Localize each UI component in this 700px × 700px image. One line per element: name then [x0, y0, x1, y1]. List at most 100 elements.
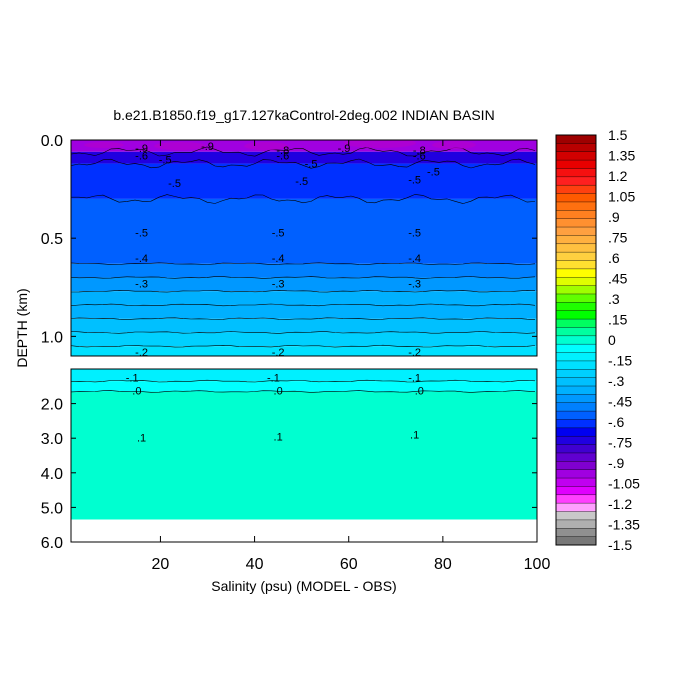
lower-contour-label: -.1 — [126, 373, 139, 385]
lower-band — [71, 369, 537, 382]
colorbar-label: -.45 — [608, 394, 632, 410]
upper-contour-line — [71, 158, 536, 169]
x-axis-label: Salinity (psu) (MODEL - OBS) — [211, 578, 396, 594]
y-axis-label: DEPTH (km) — [14, 288, 30, 367]
colorbar-label: .75 — [608, 230, 628, 246]
colorbar-swatch — [556, 528, 596, 537]
colorbar-label: .15 — [608, 312, 628, 328]
upper-contour-line — [71, 262, 536, 265]
lower-contour-label: .0 — [415, 385, 424, 397]
colorbar-swatch — [556, 168, 596, 178]
colorbar-label: -1.35 — [608, 517, 640, 533]
upper-contour-label: -.2 — [272, 347, 285, 359]
colorbar-swatch — [556, 436, 596, 445]
colorbar: 1.5 1.35 1.2 1.05 .9 .75 .6 .45 .3 .15 0 -.15 -.3 -.4… — [555, 127, 640, 553]
colorbar-swatch — [556, 352, 596, 362]
upper-contour-label: -.3 — [408, 278, 421, 290]
colorbar-swatch — [556, 185, 596, 194]
colorbar-swatch — [556, 201, 596, 211]
colorbar-swatch — [556, 469, 596, 479]
lower-contour-line — [71, 390, 536, 393]
colorbar-swatch — [556, 143, 596, 153]
upper-contour-label: -.3 — [135, 278, 148, 290]
upper-panel: -.9 -.9 -.8 -.9 -.8-.6 -.6 -.6-.5 -.5-.5-.5 -.5-… — [41, 133, 538, 359]
colorbar-swatch — [556, 243, 596, 253]
upper-contour-label: -.4 — [408, 253, 421, 265]
colorbar-swatch — [556, 411, 596, 420]
lower-contour-label: -.1 — [267, 373, 280, 385]
upper-band — [71, 291, 537, 305]
lower-contour-label: .0 — [274, 385, 283, 397]
upper-band — [71, 151, 537, 164]
colorbar-swatch — [556, 452, 596, 462]
colorbar-frame — [555, 134, 597, 546]
upper-contour-line — [71, 276, 536, 279]
upper-contour-label: -.5 — [159, 155, 172, 167]
colorbar-swatch — [556, 511, 596, 521]
x-tick-label: 60 — [340, 556, 358, 573]
upper-contour-label: -.9 — [201, 141, 214, 153]
lower-y-tick-label: 2.0 — [41, 397, 63, 414]
lower-y-tick-label: 6.0 — [41, 535, 63, 552]
colorbar-swatch — [556, 319, 596, 328]
colorbar-swatch — [556, 394, 596, 404]
colorbar-swatch — [556, 218, 596, 228]
upper-contour-label: -.8 — [276, 145, 289, 157]
upper-contour-line — [71, 344, 536, 348]
colorbar-label: -.3 — [608, 373, 625, 389]
upper-contour-line — [71, 331, 536, 334]
upper-contour-label: -.6 — [276, 151, 289, 163]
upper-y-tick-label: 0.5 — [41, 231, 63, 248]
colorbar-swatch — [556, 419, 596, 429]
upper-contour-label: -.9 — [135, 143, 148, 155]
upper-contour-label: -.5 — [135, 227, 148, 239]
colorbar-label: -.15 — [608, 353, 632, 369]
lower-band — [71, 391, 537, 520]
upper-contour-label: -.5 — [295, 176, 308, 188]
colorbar-swatch — [556, 494, 596, 504]
colorbar-label: .6 — [608, 250, 620, 266]
colorbar-label: -.6 — [608, 414, 625, 430]
colorbar-swatch — [556, 293, 596, 303]
lower-contour-label: -.1 — [408, 373, 421, 385]
upper-band — [71, 304, 537, 319]
upper-surface-anomaly — [344, 140, 416, 148]
colorbar-swatch — [556, 235, 596, 245]
colorbar-swatch — [556, 360, 596, 370]
upper-contour-label: -.6 — [413, 151, 426, 163]
colorbar-swatch — [556, 369, 596, 378]
x-tick-label: 100 — [524, 556, 551, 573]
lower-y-tick-label: 4.0 — [41, 466, 63, 483]
colorbar-swatch — [556, 268, 596, 278]
x-tick-label: 20 — [152, 556, 170, 573]
lower-y-tick-label: 5.0 — [41, 500, 63, 517]
colorbar-label: -1.5 — [608, 537, 632, 553]
lower-contour-label: .1 — [410, 430, 419, 442]
lower-panel: -.1 -.1 -.1.0.0.0.1.1.12.03.04.05.06.020 40… — [41, 140, 551, 573]
lower-band — [71, 381, 537, 392]
colorbar-swatch — [556, 478, 596, 487]
colorbar-swatch — [556, 461, 596, 470]
colorbar-label: -.9 — [608, 455, 625, 471]
upper-contour-label: -.3 — [272, 278, 285, 290]
colorbar-label: 1.5 — [608, 127, 628, 143]
colorbar-swatch — [556, 536, 596, 546]
chart-title: b.e21.B1850.f19_g17.127kaControl-2deg.00… — [113, 107, 494, 123]
colorbar-swatch — [556, 444, 596, 454]
lower-contour-label: .1 — [137, 433, 146, 445]
upper-contour-line — [71, 194, 536, 204]
x-tick-label: 80 — [434, 556, 452, 573]
colorbar-swatch — [556, 176, 596, 186]
colorbar-swatch — [556, 252, 596, 261]
colorbar-swatch — [556, 151, 596, 161]
colorbar-swatch — [556, 135, 596, 144]
upper-y-tick-label: 0.0 — [41, 133, 63, 150]
upper-contour-line — [71, 317, 536, 320]
colorbar-label: -1.2 — [608, 496, 632, 512]
upper-contour-label: -.5 — [272, 227, 285, 239]
upper-band — [71, 346, 537, 356]
colorbar-swatch — [556, 377, 596, 387]
lower-contour-label: .1 — [274, 431, 283, 443]
lower-contour-line — [71, 379, 536, 383]
upper-contour-line — [71, 289, 536, 293]
